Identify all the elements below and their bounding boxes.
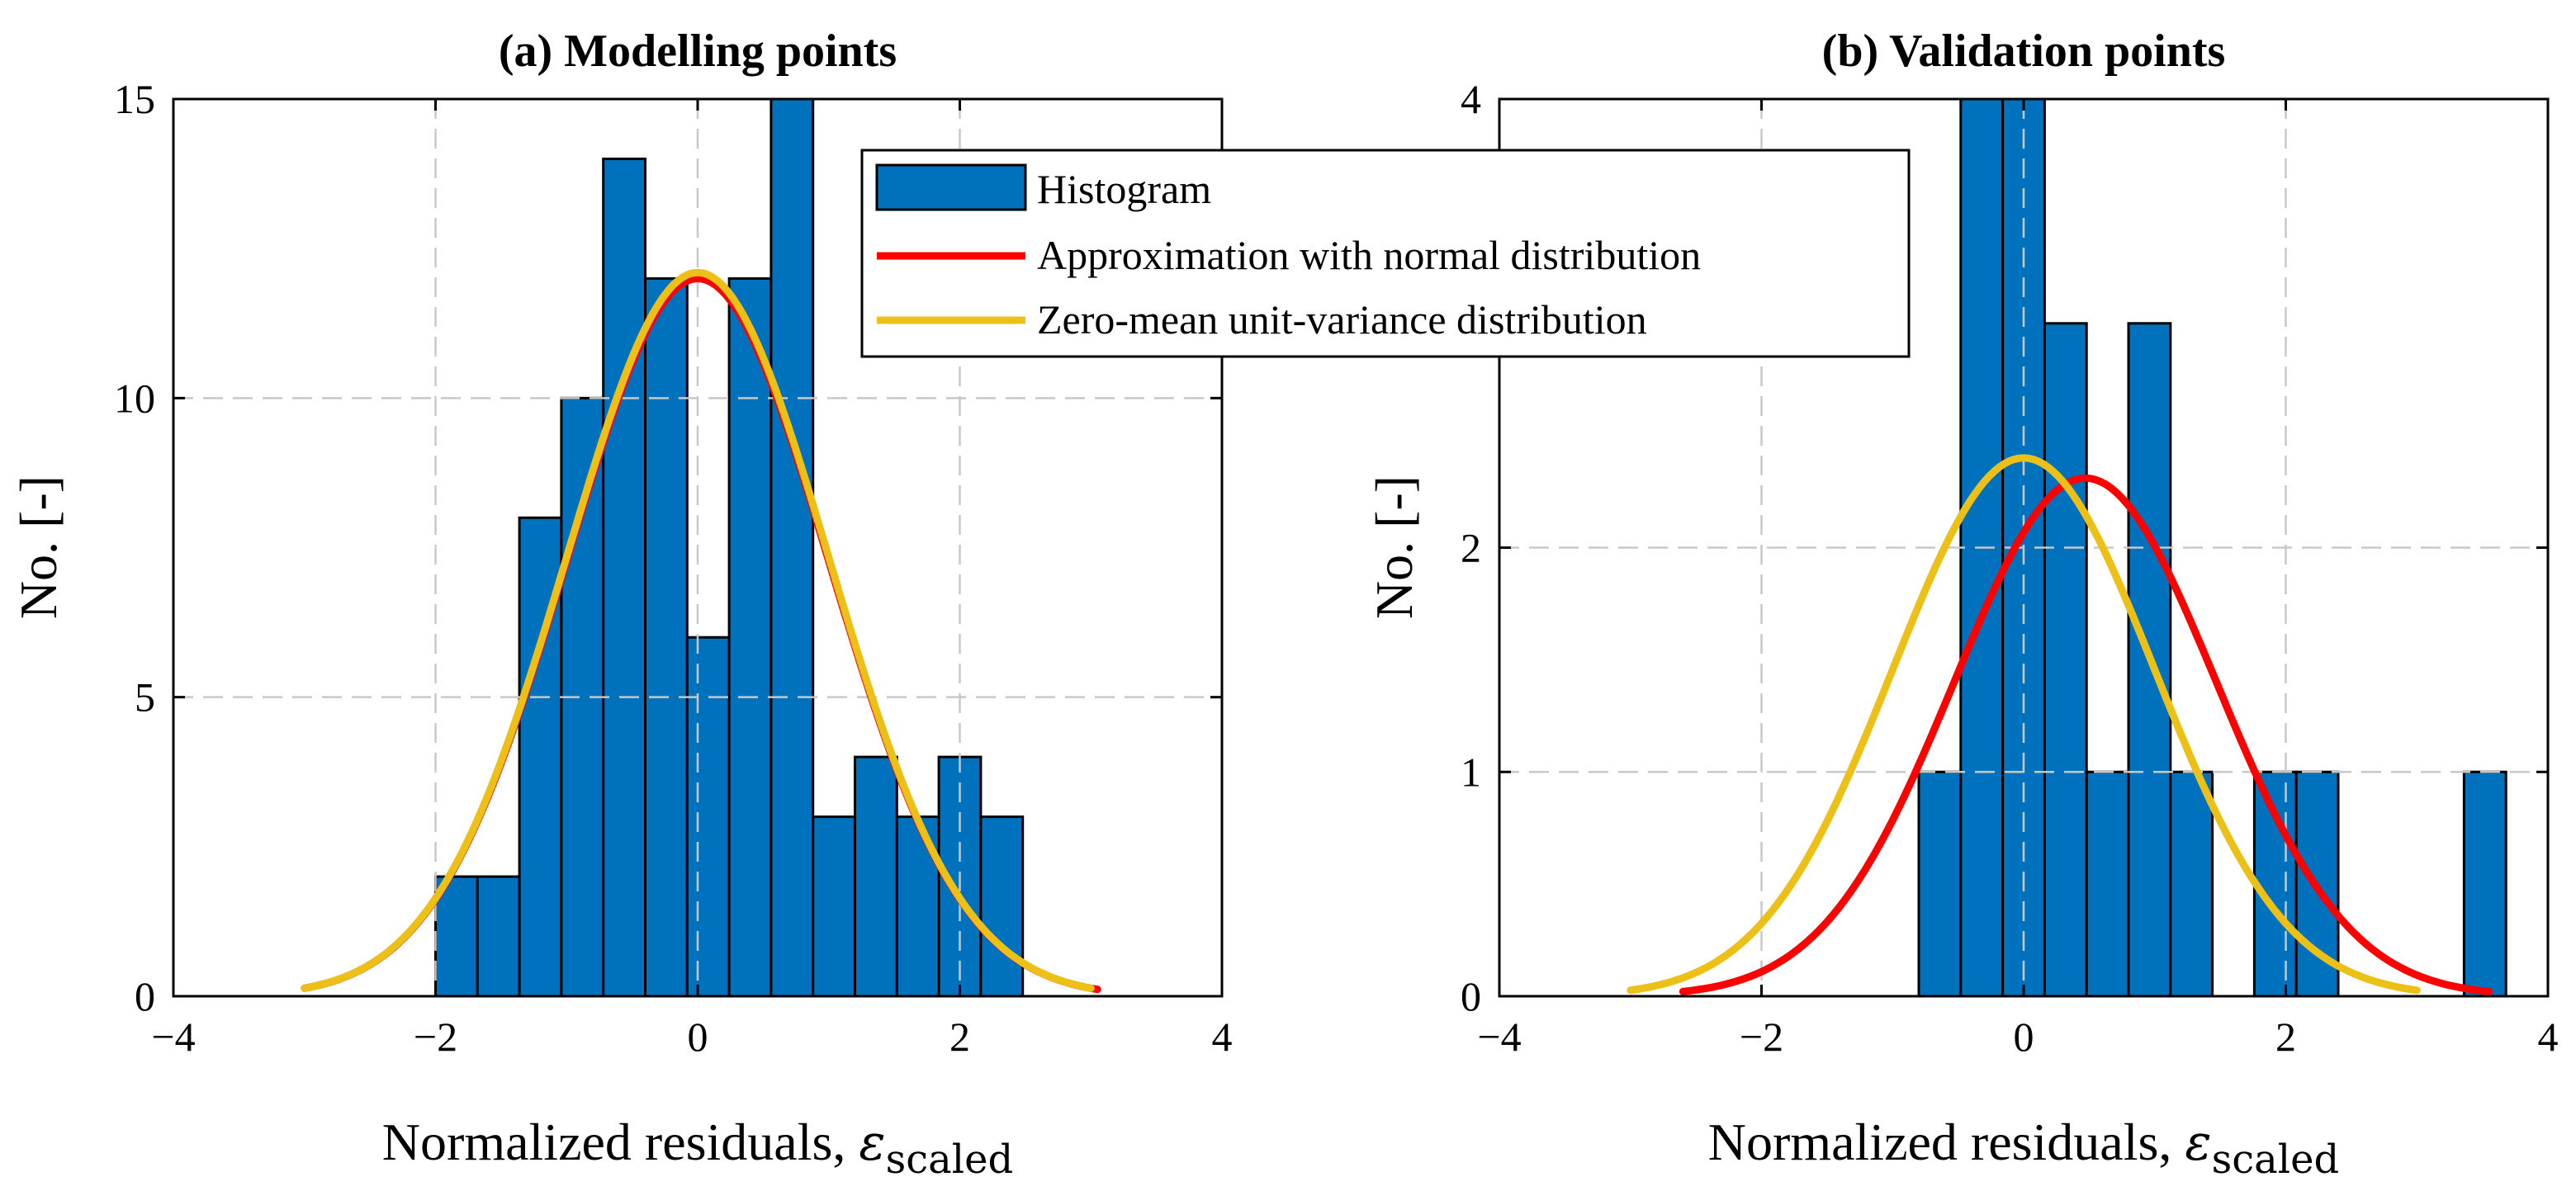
y-tick-label-a-3: 15 bbox=[114, 76, 155, 122]
x-tick-label-a-3: 2 bbox=[949, 1014, 970, 1060]
panel-modelling: −4 −2 0 2 4 0 5 10 15 (a) Modelling points No. [… bbox=[9, 26, 1233, 1183]
x-tick-label-a-2: 0 bbox=[688, 1014, 708, 1060]
y-tick-label-b-3: 4 bbox=[1461, 76, 1481, 122]
tick-labels-a: −4 −2 0 2 4 0 5 10 15 bbox=[114, 76, 1233, 1060]
y-tick-label-b-1: 1 bbox=[1461, 749, 1481, 795]
histogram-bar-b-6 bbox=[2169, 770, 2214, 998]
legend: Histogram Approximation with normal dist… bbox=[860, 149, 1911, 358]
histogram-bar-a-6 bbox=[685, 636, 731, 998]
tick-marks-a bbox=[172, 97, 1224, 998]
chart-title-a: (a) Modelling points bbox=[499, 26, 897, 77]
grid-b bbox=[1499, 99, 2548, 996]
histogram-bar-a-5 bbox=[644, 276, 689, 998]
curves-b bbox=[1627, 454, 2493, 995]
legend-label-normal-approx: Approximation with normal distribution bbox=[1037, 232, 1701, 278]
y-tick-label-a-2: 10 bbox=[114, 375, 155, 421]
x-tick-label-a-0: −4 bbox=[151, 1014, 195, 1060]
panel-validation: −4 −2 0 2 4 0 1 2 4 (b) Validation points No. [-… bbox=[1365, 26, 2559, 1183]
epsilon-symbol-a: ε bbox=[859, 1114, 885, 1172]
x-tick-label-b-4: 4 bbox=[2538, 1014, 2559, 1060]
histogram-bar-a-4 bbox=[602, 157, 647, 998]
x-axis-label-a: Normalized residuals, εscaled bbox=[382, 1113, 1013, 1183]
tick-labels-b: −4 −2 0 2 4 0 1 2 4 bbox=[1461, 76, 2559, 1060]
histogram-bar-a-7 bbox=[727, 276, 773, 998]
curve-a-zero-mean bbox=[301, 268, 1095, 992]
histogram-bar-a-8 bbox=[769, 97, 815, 998]
x-tick-label-a-4: 4 bbox=[1212, 1014, 1233, 1060]
legend-box bbox=[860, 149, 1911, 358]
x-axis-label-text-b: Normalized residuals, bbox=[1708, 1113, 2185, 1171]
y-axis-label-b: No. [-] bbox=[1365, 475, 1423, 619]
x-tick-label-b-1: −2 bbox=[1740, 1014, 1783, 1060]
legend-label-zero-mean: Zero-mean unit-variance distribution bbox=[1037, 296, 1647, 343]
x-tick-label-b-0: −4 bbox=[1477, 1014, 1521, 1060]
curve-b-normal-approx bbox=[1679, 474, 2493, 995]
y-tick-label-b-2: 2 bbox=[1461, 525, 1481, 571]
grid-a bbox=[173, 99, 1222, 996]
x-axis-subscript-b: scaled bbox=[2212, 1137, 2340, 1183]
histogram-bar-a-13 bbox=[979, 815, 1025, 998]
x-axis-label-text-a: Normalized residuals, bbox=[382, 1113, 859, 1171]
histogram-bar-b-0 bbox=[1917, 770, 1963, 998]
x-tick-label-a-1: −2 bbox=[414, 1014, 457, 1060]
x-axis-subscript-a: scaled bbox=[886, 1137, 1014, 1183]
x-tick-label-b-2: 0 bbox=[2014, 1014, 2034, 1060]
histogram-bar-b-8 bbox=[2252, 770, 2298, 998]
curves-a bbox=[301, 268, 1101, 994]
y-tick-label-a-0: 0 bbox=[135, 973, 155, 1019]
x-axis-label-b: Normalized residuals, εscaled bbox=[1708, 1113, 2339, 1183]
histogram-bar-a-1 bbox=[476, 875, 521, 998]
legend-label-histogram: Histogram bbox=[1037, 166, 1211, 212]
legend-swatch-histogram bbox=[875, 163, 1027, 211]
epsilon-symbol-b: ε bbox=[2185, 1114, 2211, 1172]
y-axis-label-a: No. [-] bbox=[9, 475, 68, 619]
tick-marks-b bbox=[1498, 97, 2550, 998]
histogram-bar-a-9 bbox=[812, 815, 857, 998]
histogram-bar-b-13 bbox=[2462, 770, 2507, 998]
x-tick-label-b-3: 2 bbox=[2275, 1014, 2296, 1060]
histogram-bar-b-3 bbox=[2043, 322, 2088, 998]
chart-title-b: (b) Validation points bbox=[1822, 26, 2226, 77]
histogram-bar-a-10 bbox=[854, 755, 898, 998]
y-tick-label-a-1: 5 bbox=[135, 674, 155, 721]
y-tick-label-b-0: 0 bbox=[1461, 973, 1481, 1019]
curve-b-zero-mean bbox=[1627, 454, 2421, 995]
histogram-bar-b-4 bbox=[2085, 770, 2130, 998]
